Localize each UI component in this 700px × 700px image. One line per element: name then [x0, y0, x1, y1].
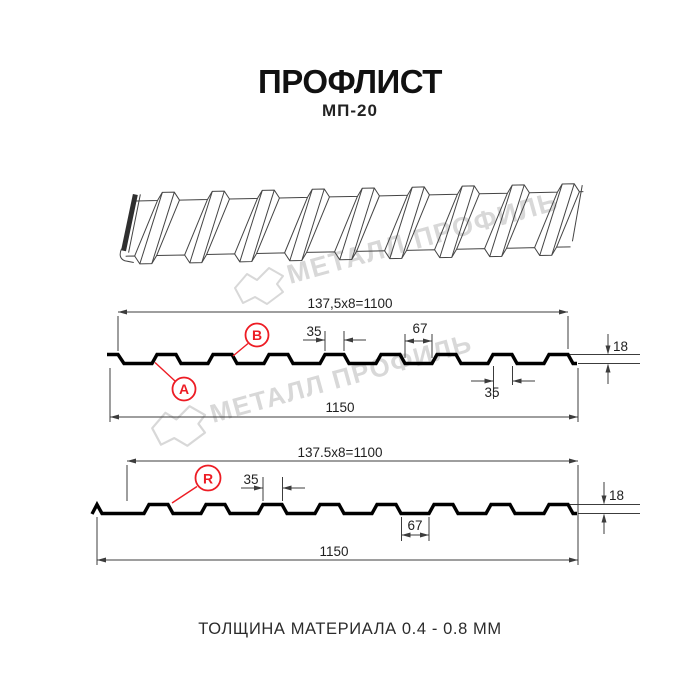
dim-valley-67-bottom-profile: 67	[401, 517, 430, 541]
label-a: A	[179, 381, 189, 397]
dim-label: 67	[407, 518, 422, 533]
metall-profil-logo-icon	[151, 405, 207, 447]
dim-label: 137,5x8=1100	[308, 296, 393, 311]
page-subtitle: МП-20	[322, 101, 378, 120]
dim-label: 35	[306, 324, 321, 339]
sheet-3d-bottom-edge	[125, 246, 571, 265]
label-b: B	[252, 327, 262, 343]
dim-valley-67-top: 67	[404, 321, 433, 358]
dim-crest-35-bottom-profile: 35	[241, 472, 305, 501]
label-a-callout: A	[154, 361, 197, 402]
dim-label: 1150	[325, 400, 354, 415]
watermark-text: МЕТАЛЛ ПРОФИЛЬ	[284, 186, 562, 290]
dim-height-18-bottom-profile: 18	[570, 482, 640, 534]
dim-label: 67	[412, 321, 427, 336]
dim-height-18-top: 18	[570, 334, 640, 384]
page-title: ПРОФЛИСТ	[258, 63, 442, 100]
sheet-3d-left-end-cap	[119, 193, 141, 264]
sheet-3d-right-cut-edge	[571, 185, 583, 242]
sheet-3d-view	[119, 183, 584, 265]
dim-width-formula-bottom: 137.5x8=1100	[126, 445, 579, 565]
dim-total-1150-bottom: 1150	[96, 517, 578, 565]
dim-label: 35	[484, 385, 499, 400]
dim-label: 137.5x8=1100	[298, 445, 383, 460]
sheet-3d-top-edge	[136, 183, 584, 202]
dim-label: 1150	[319, 544, 348, 559]
dim-rib-base-35-bottom: 35	[471, 366, 535, 400]
dim-label: 18	[609, 488, 624, 503]
label-r-callout: R	[171, 464, 222, 504]
label-r: R	[203, 471, 213, 487]
sheet-3d-ribs	[134, 183, 580, 265]
profile-top-section: 137,5x8=1100 A B 35 67	[107, 296, 640, 422]
dim-crest-35-top: 35	[303, 324, 366, 351]
metall-profil-logo-icon	[234, 267, 284, 305]
dim-total-1150-top: 1150	[109, 368, 579, 422]
profile-cross-section	[107, 352, 577, 366]
material-thickness-note: ТОЛЩИНА МАТЕРИАЛА 0.4 - 0.8 ММ	[198, 620, 501, 638]
watermark-middle: МЕТАЛЛ ПРОФИЛЬ	[151, 328, 476, 447]
dim-label: 18	[613, 339, 628, 354]
dim-label: 35	[243, 472, 258, 487]
label-b-callout: B	[232, 322, 270, 357]
watermark-top: МЕТАЛЛ ПРОФИЛЬ	[234, 186, 562, 305]
profile-bottom-section: 137.5x8=1100 R 35 67	[90, 445, 640, 565]
profile-cross-section	[90, 500, 577, 516]
dim-width-formula-top: 137,5x8=1100	[117, 296, 569, 351]
